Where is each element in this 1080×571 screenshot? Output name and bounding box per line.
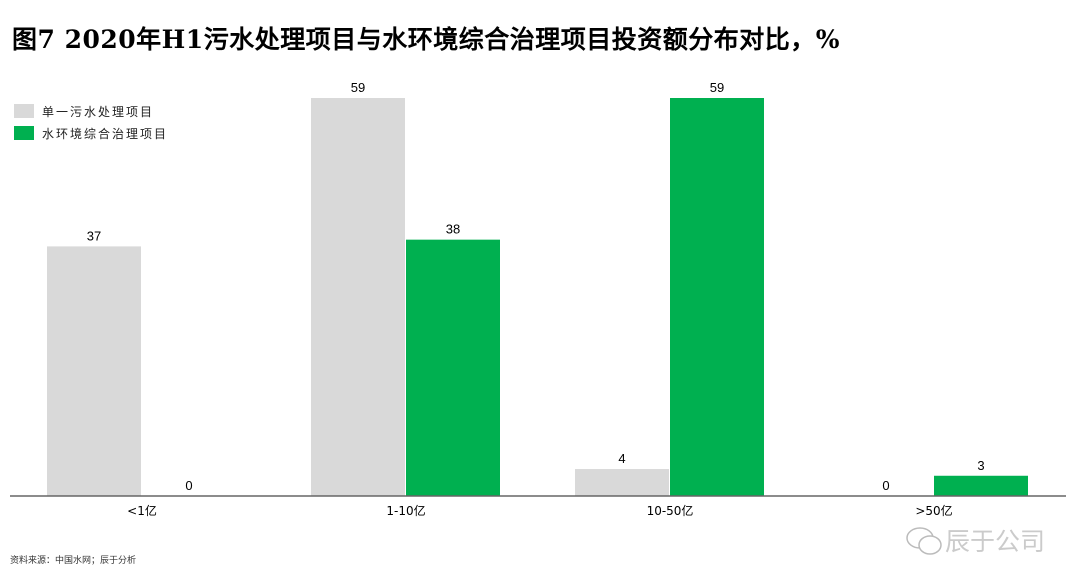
bar [406, 239, 500, 496]
data-label: 4 [618, 451, 625, 466]
data-label: 0 [185, 478, 192, 493]
legend-label: 水环境综合治理项目 [42, 126, 168, 141]
data-label: 59 [351, 80, 365, 95]
bar [311, 98, 405, 496]
bar [47, 246, 141, 496]
data-label: 0 [882, 478, 889, 493]
data-label: 38 [446, 222, 460, 237]
x-tick-label: >50亿 [915, 503, 952, 518]
chart-title: 图7 2020年H1污水处理项目与水环境综合治理项目投资额分布对比，% [12, 25, 840, 54]
data-label: 3 [977, 458, 984, 473]
legend-label: 单一污水处理项目 [42, 105, 154, 119]
data-label: 37 [87, 228, 101, 243]
legend-swatch [14, 126, 34, 140]
watermark-text: 辰于公司 [945, 527, 1046, 556]
wechat-icon [906, 527, 942, 555]
x-tick-label: <1亿 [127, 503, 157, 518]
bar [934, 475, 1028, 496]
watermark-logo: 辰于公司 [905, 526, 1045, 557]
data-label: 59 [710, 80, 724, 95]
bar [670, 98, 764, 496]
bar [575, 469, 669, 496]
legend-swatch [14, 104, 34, 118]
x-tick-label: 10-50亿 [647, 503, 694, 518]
source-note: 资料来源：中国水网；辰于分析 [10, 556, 137, 566]
x-tick-label: 1-10亿 [386, 503, 425, 518]
